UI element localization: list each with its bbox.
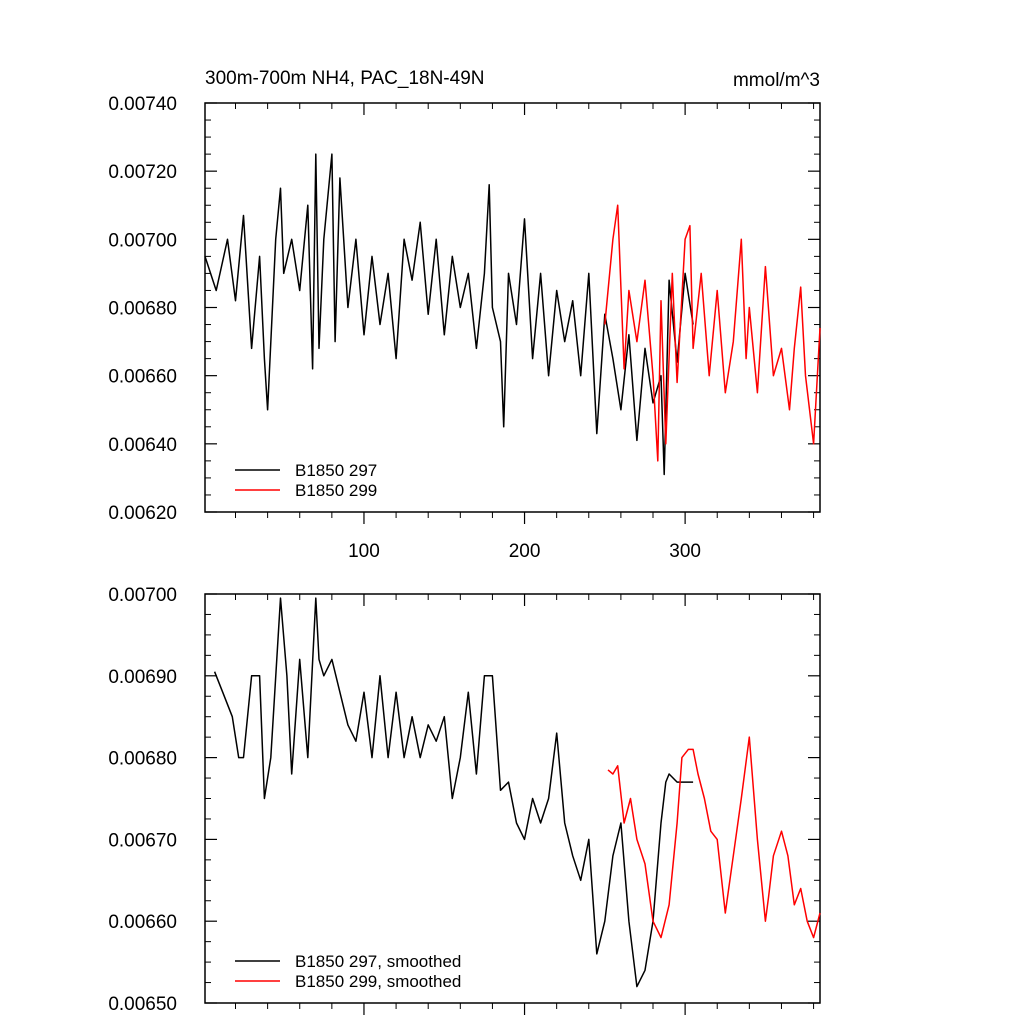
y-tick-label: 0.00620 — [108, 503, 177, 524]
y-tick-label: 0.00700 — [108, 585, 177, 606]
y-axis: 0.00620 0.00640 0.00660 0.00680 0.00700 0.007… — [108, 94, 820, 524]
y-tick-label: 0.00680 — [108, 749, 177, 770]
y-tick-label: 0.00670 — [108, 830, 177, 851]
x-axis: 100 200 300 — [235, 103, 815, 562]
chart-title: 300m-700m NH4, PAC_18N-49N — [205, 68, 485, 89]
series-line — [604, 204, 821, 462]
series-group — [213, 597, 821, 988]
y-tick-label: 0.00640 — [108, 435, 177, 456]
x-tick-label: 100 — [348, 541, 380, 562]
y-tick-label: 0.00660 — [108, 912, 177, 933]
y-tick-label: 0.00700 — [108, 230, 177, 251]
series-line — [213, 597, 694, 988]
top-chart-panel: 300m-700m NH4, PAC_18N-49N mmol/m^3 0.00… — [108, 68, 821, 562]
x-tick-label: 300 — [669, 541, 701, 562]
x-tick-label: 200 — [509, 541, 541, 562]
bottom-chart-panel: 0.00650 0.00660 0.00670 0.00680 0.00690 0.007… — [108, 585, 821, 1015]
y-tick-label: 0.00690 — [108, 667, 177, 688]
plot-frame — [204, 593, 821, 1004]
x-axis — [235, 594, 815, 1015]
series-line — [204, 153, 694, 476]
y-tick-label: 0.00660 — [108, 367, 177, 388]
legend-label: B1850 297 — [295, 461, 377, 480]
units-label: mmol/m^3 — [733, 70, 820, 91]
y-tick-label: 0.00680 — [108, 299, 177, 320]
y-tick-label: 0.00740 — [108, 94, 177, 115]
legend-label: B1850 297, smoothed — [295, 952, 461, 971]
series-group — [204, 153, 821, 476]
y-tick-label: 0.00720 — [108, 162, 177, 183]
y-tick-label: 0.00650 — [108, 994, 177, 1015]
legend-label: B1850 299 — [295, 481, 377, 500]
legend-label: B1850 299, smoothed — [295, 972, 461, 991]
plot-frame — [204, 102, 821, 513]
y-axis: 0.00650 0.00660 0.00670 0.00680 0.00690 0.007… — [108, 585, 820, 1015]
series-line — [607, 736, 821, 939]
